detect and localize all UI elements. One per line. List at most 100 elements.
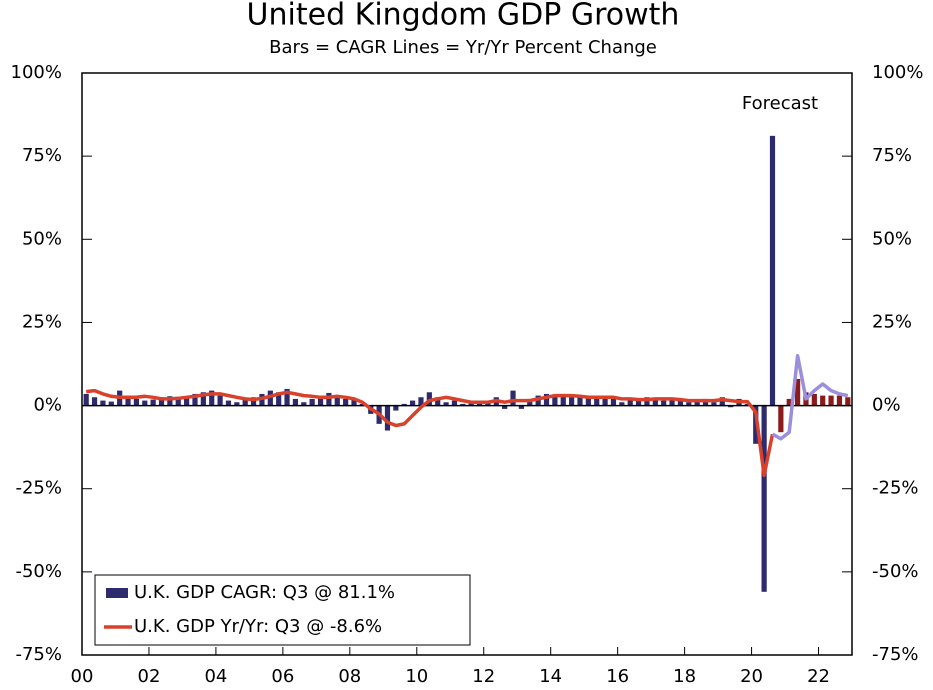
y2-tick-label: 75%	[872, 145, 912, 166]
bar	[778, 405, 784, 433]
bar	[83, 393, 89, 406]
chart-subtitle: Bars = CAGR Lines = Yr/Yr Percent Change	[269, 37, 657, 58]
bar	[811, 393, 817, 406]
bar	[125, 397, 131, 406]
bar	[225, 400, 232, 406]
x-tick-label: 12	[472, 666, 495, 687]
line	[771, 353, 849, 441]
bar	[317, 397, 324, 406]
bar	[460, 403, 466, 406]
bar	[728, 405, 734, 408]
bar	[820, 395, 826, 406]
legend-label: U.K. GDP CAGR: Q3 @ 81.1%	[134, 582, 395, 603]
bar	[184, 397, 190, 406]
bar	[677, 400, 684, 406]
bar	[635, 400, 642, 406]
bar	[158, 397, 165, 406]
bar	[284, 388, 290, 406]
bar	[384, 405, 391, 431]
y-tick-label: 100%	[11, 62, 62, 83]
legend-label: U.K. GDP Yr/Yr: Q3 @ -8.6%	[134, 616, 382, 637]
bar	[669, 398, 675, 406]
y2-tick-label: 100%	[872, 62, 923, 83]
bar	[401, 403, 407, 406]
x-tick-label: 22	[807, 666, 830, 687]
y2-tick-label: -25%	[872, 478, 919, 499]
bar	[234, 402, 240, 406]
bar	[200, 392, 206, 406]
x-tick-label: 04	[204, 666, 227, 687]
bar	[451, 400, 458, 406]
x-tick-label: 14	[539, 666, 562, 687]
x-tick-label: 00	[71, 666, 94, 687]
plot-frame	[81, 72, 853, 656]
bar	[359, 403, 365, 406]
bar	[167, 396, 173, 406]
bar	[175, 397, 181, 406]
bar	[309, 398, 315, 406]
bar	[602, 398, 608, 406]
bar	[133, 398, 140, 406]
x-tick-label: 02	[138, 666, 161, 687]
bar	[150, 399, 156, 406]
y2-tick-label: -50%	[872, 561, 919, 582]
bar	[627, 398, 633, 406]
bar	[786, 398, 792, 406]
bar	[845, 397, 851, 406]
y2-tick-label: 50%	[872, 228, 912, 249]
bar	[250, 397, 257, 406]
y2-tick-label: 25%	[872, 311, 912, 332]
y-tick-label: -25%	[15, 478, 62, 499]
bar	[577, 397, 583, 406]
bar	[594, 397, 600, 406]
annotation: Forecast	[742, 93, 818, 114]
bar	[761, 405, 767, 592]
bar	[334, 397, 340, 406]
bar	[769, 135, 776, 406]
y2-tick-label: 0%	[872, 395, 901, 416]
bar	[242, 398, 248, 406]
x-tick-label: 16	[606, 666, 629, 687]
x-tick-label: 06	[271, 666, 294, 687]
legend-box	[94, 574, 471, 646]
bar	[552, 395, 558, 406]
bar	[435, 397, 441, 406]
y2-tick-label: -75%	[872, 644, 919, 665]
x-tick-label: 18	[673, 666, 696, 687]
x-tick-label: 10	[405, 666, 428, 687]
y-tick-label: -50%	[15, 561, 62, 582]
bar	[393, 405, 399, 411]
bar	[217, 395, 223, 406]
y-tick-label: 50%	[22, 228, 62, 249]
bar	[209, 390, 215, 406]
bar	[108, 401, 114, 406]
bar	[418, 397, 424, 406]
y-tick-label: 0%	[33, 395, 62, 416]
bar	[343, 398, 349, 406]
bar	[100, 400, 106, 406]
bar	[719, 397, 725, 406]
bar	[543, 393, 550, 406]
bar	[518, 405, 525, 409]
bar	[351, 398, 357, 406]
bar	[502, 405, 508, 409]
chart-title: United Kingdom GDP Growth	[247, 0, 680, 33]
bar	[301, 402, 307, 406]
bar	[694, 400, 700, 406]
line	[85, 388, 775, 478]
y-tick-label: -75%	[15, 644, 62, 665]
bar	[610, 397, 617, 406]
bar	[142, 400, 148, 406]
bar	[443, 402, 449, 406]
bar	[794, 378, 801, 406]
legend-swatch	[106, 588, 128, 598]
bar	[192, 393, 198, 406]
bar	[569, 397, 575, 406]
bar	[836, 395, 843, 406]
bar	[585, 397, 591, 406]
bar	[711, 402, 717, 406]
bar	[744, 403, 750, 406]
bar	[686, 402, 692, 406]
bar	[652, 398, 658, 406]
bar	[276, 392, 282, 406]
